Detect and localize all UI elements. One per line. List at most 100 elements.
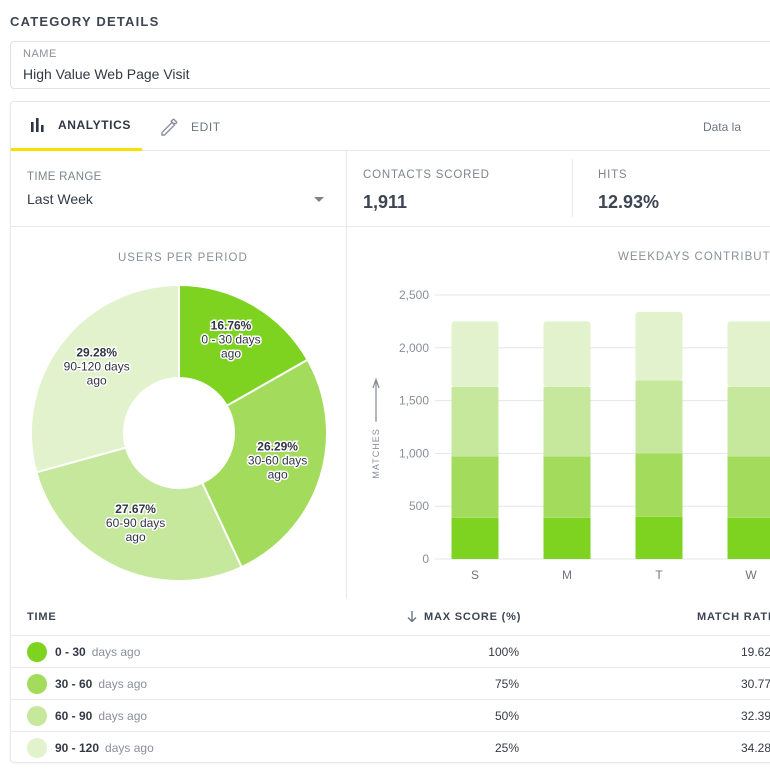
- name-field[interactable]: NAME High Value Web Page Visit: [10, 41, 770, 89]
- name-label: NAME: [23, 48, 57, 60]
- pie-slice-percent: 29.28%: [76, 345, 117, 359]
- pie-slice-label: 0 - 30 days: [201, 333, 260, 347]
- pie-slice-percent: 26.29%: [257, 439, 298, 453]
- table-row[interactable]: 0 - 30 days ago 100% 19.62: [11, 635, 770, 667]
- pie-slice-label: ago: [87, 373, 107, 387]
- header-max-score[interactable]: MAX SCORE (%): [407, 599, 521, 635]
- pie-slice[interactable]: [178, 283, 309, 408]
- y-tick-label: 2,500: [399, 288, 429, 302]
- tab-analytics-label: ANALYTICS: [58, 118, 131, 132]
- pie-slice[interactable]: [35, 446, 243, 582]
- divider: [346, 227, 347, 599]
- color-dot: [27, 738, 47, 758]
- pie-slice-label: ago: [268, 467, 288, 481]
- pie-slice[interactable]: [30, 283, 180, 474]
- bar-segment[interactable]: [543, 456, 591, 518]
- time-range-label: TIME RANGE: [27, 171, 102, 183]
- y-tick-label: 1,500: [399, 394, 429, 408]
- bar-segment[interactable]: [451, 386, 499, 457]
- time-range-select[interactable]: TIME RANGE Last Week: [11, 151, 346, 227]
- y-tick-label: 1,000: [399, 446, 429, 460]
- row-max-score: 75%: [494, 677, 519, 691]
- stat-value: 1,911: [363, 192, 408, 212]
- time-range-value[interactable]: Last Week: [27, 191, 93, 207]
- color-dot: [27, 674, 47, 694]
- header-max-score-label: MAX SCORE (%): [424, 611, 522, 623]
- row-range: 30 - 60 days ago: [55, 677, 148, 691]
- y-axis-label: MATCHES: [371, 428, 381, 478]
- table-row[interactable]: 60 - 90 days ago 50% 32.39: [11, 699, 770, 731]
- tab-edit[interactable]: EDIT: [159, 102, 221, 151]
- bar-segment[interactable]: [635, 311, 683, 381]
- row-match-rate: 30.77: [740, 677, 770, 691]
- row-match-rate: 19.62: [740, 645, 770, 659]
- bar-segment[interactable]: [543, 386, 591, 457]
- divider: [572, 159, 573, 217]
- table-row[interactable]: 90 - 120 days ago 25% 34.28: [11, 731, 770, 763]
- tab-bar: ANALYTICS EDIT Data la: [11, 102, 770, 151]
- bar-segment[interactable]: [727, 386, 770, 457]
- stat-contacts-scored: CONTACTS SCORED 1,911: [347, 151, 572, 227]
- row-max-score: 50%: [494, 709, 519, 723]
- stat-label: CONTACTS SCORED: [363, 169, 490, 181]
- data-label: Data la: [702, 120, 741, 134]
- row-range: 90 - 120 days ago: [55, 741, 154, 755]
- tab-analytics[interactable]: ANALYTICS: [11, 102, 142, 151]
- pie-slice-label: 60-90 days: [106, 516, 165, 530]
- bar-chart-icon: [30, 118, 46, 132]
- header-match-rate[interactable]: MATCH RATE: [697, 611, 770, 623]
- row-match-rate: 32.39: [740, 709, 770, 723]
- bar-segment[interactable]: [451, 456, 499, 518]
- bar-segment[interactable]: [727, 456, 770, 518]
- analytics-card: ANALYTICS EDIT Data la TIME RANGE Last W…: [10, 101, 770, 763]
- pencil-icon: [159, 117, 179, 137]
- row-match-rate: 34.28: [740, 741, 770, 755]
- bar-segment[interactable]: [727, 517, 770, 559]
- bar-segment[interactable]: [451, 517, 499, 559]
- stat-label: HITS: [598, 169, 628, 181]
- bar-segment[interactable]: [451, 321, 499, 387]
- pie-slice-label: 90-120 days: [64, 359, 130, 373]
- y-tick-label: 500: [409, 499, 429, 513]
- bar-segment[interactable]: [727, 321, 770, 387]
- x-tick-label: M: [562, 568, 572, 582]
- x-tick-label: S: [471, 568, 479, 582]
- row-max-score: 100%: [488, 645, 519, 659]
- pie-slice-label: ago: [126, 530, 146, 544]
- filters-row: TIME RANGE Last Week CONTACTS SCORED 1,9…: [11, 151, 770, 227]
- color-dot: [27, 706, 47, 726]
- pie-slice-percent: 16.76%: [211, 319, 252, 333]
- arrow-up-icon: [372, 377, 380, 422]
- bar-segment[interactable]: [635, 516, 683, 559]
- x-tick-label: W: [745, 568, 757, 582]
- row-max-score: 25%: [494, 741, 519, 755]
- pie-slice-percent: 27.67%: [115, 502, 156, 516]
- color-dot: [27, 642, 47, 662]
- bar-segment[interactable]: [543, 321, 591, 387]
- caret-down-icon[interactable]: [314, 197, 324, 202]
- row-range: 0 - 30 days ago: [55, 645, 141, 659]
- pie-slice-label: 30-60 days: [248, 453, 307, 467]
- header-time[interactable]: TIME: [27, 611, 57, 623]
- table-row[interactable]: 30 - 60 days ago 75% 30.77: [11, 667, 770, 699]
- row-range: 60 - 90 days ago: [55, 709, 148, 723]
- name-value[interactable]: High Value Web Page Visit: [23, 66, 190, 82]
- tab-edit-label: EDIT: [191, 119, 221, 134]
- pie-chart-title: USERS PER PERIOD: [118, 252, 248, 264]
- divider: [346, 151, 347, 227]
- stat-value: 12.93%: [598, 192, 660, 212]
- bar-segment[interactable]: [543, 517, 591, 559]
- x-tick-label: T: [655, 568, 663, 582]
- weekdays-contribution-bar-chart: 0 500 1,000 1,500 2,000 2,500 MATCHES S M T W: [371, 288, 770, 582]
- bar-segment[interactable]: [635, 380, 683, 454]
- y-tick-label: 0: [422, 552, 429, 566]
- bar-segment[interactable]: [635, 453, 683, 517]
- arrow-down-icon: [407, 611, 417, 623]
- stat-hits: HITS 12.93%: [582, 151, 770, 227]
- section-title: CATEGORY DETAILS: [10, 14, 160, 29]
- y-tick-label: 2,000: [399, 341, 429, 355]
- bar-chart-title: WEEKDAYS CONTRIBUTI: [618, 251, 770, 263]
- pie-slice[interactable]: [200, 358, 328, 569]
- pie-slice-label: ago: [221, 347, 241, 361]
